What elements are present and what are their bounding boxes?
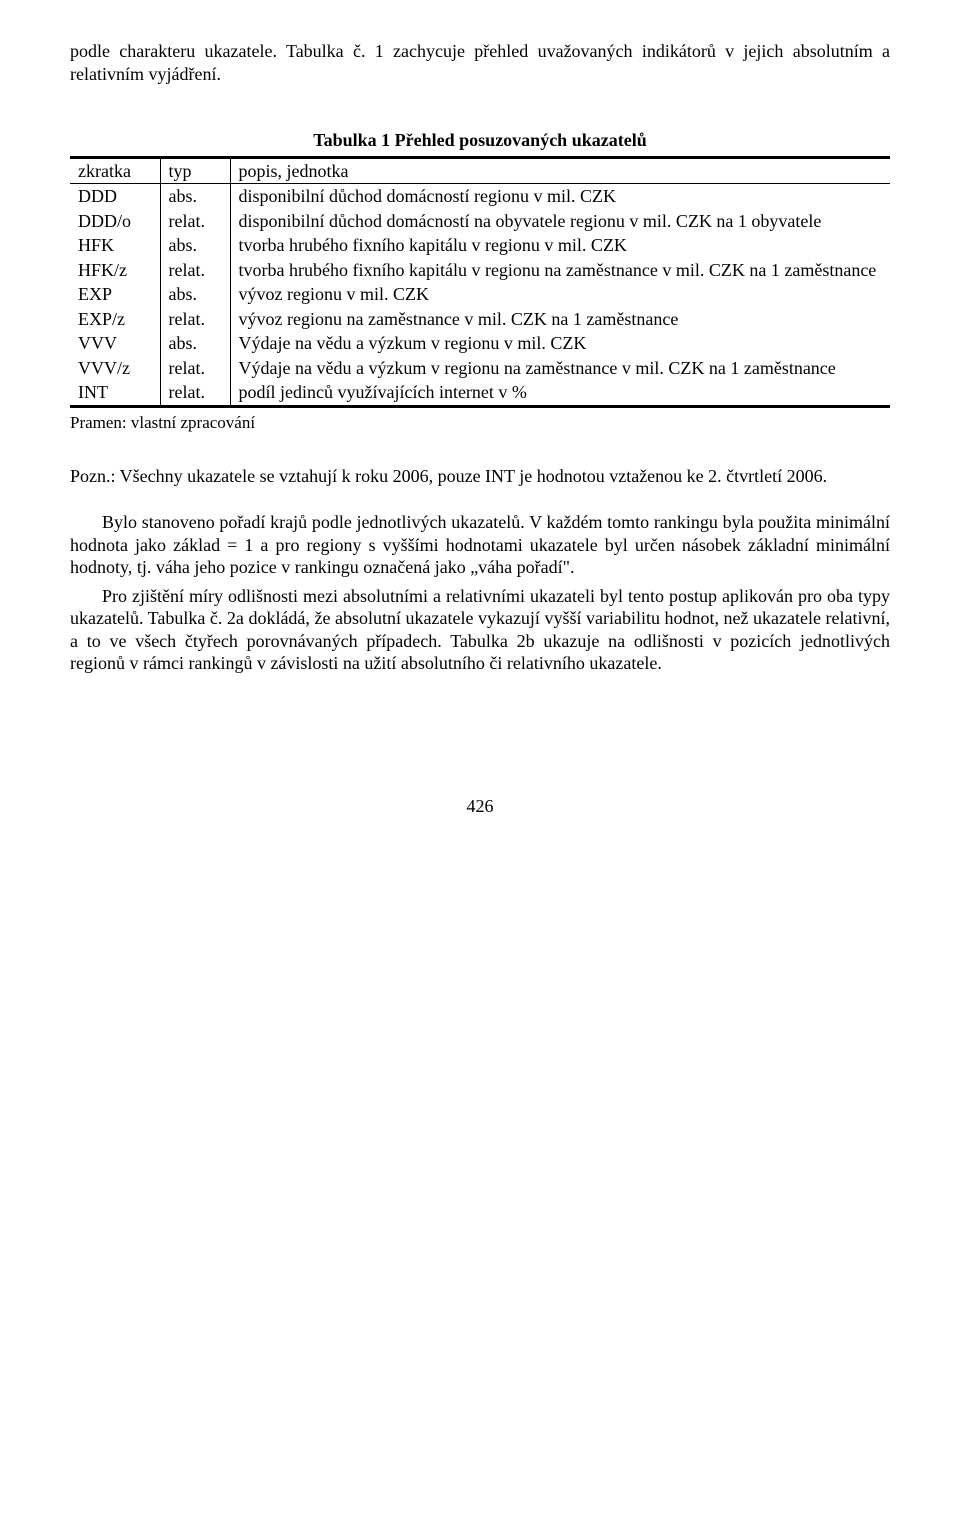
table-row: HFK abs. tvorba hrubého fixního kapitálu… [70,233,890,258]
table-row: HFK/z relat. tvorba hrubého fixního kapi… [70,258,890,283]
td-zkratka: VVV [70,331,160,356]
td-popis: Výdaje na vědu a výzkum v regionu na zam… [230,356,890,381]
td-zkratka: VVV/z [70,356,160,381]
th-popis: popis, jednotka [230,159,890,184]
td-typ: abs. [160,233,230,258]
td-zkratka: DDD [70,184,160,209]
th-typ: typ [160,159,230,184]
note-paragraph: Pozn.: Všechny ukazatele se vztahují k r… [70,465,890,488]
table-row: EXP/z relat. vývoz regionu na zaměstnanc… [70,307,890,332]
td-zkratka: HFK/z [70,258,160,283]
td-popis: disponibilní důchod domácností regionu v… [230,184,890,209]
table-row: VVV abs. Výdaje na vědu a výzkum v regio… [70,331,890,356]
table-row: DDD/o relat. disponibilní důchod domácno… [70,209,890,234]
table-box: zkratka typ popis, jednotka DDD abs. dis… [70,156,890,408]
intro-paragraph: podle charakteru ukazatele. Tabulka č. 1… [70,40,890,85]
spacer [70,433,890,465]
td-popis: Výdaje na vědu a výzkum v regionu v mil.… [230,331,890,356]
body-paragraph-2: Pro zjištění míry odlišnosti mezi absolu… [70,585,890,675]
td-popis: vývoz regionu v mil. CZK [230,282,890,307]
td-popis: podíl jedinců využívajících internet v % [230,380,890,405]
th-zkratka: zkratka [70,159,160,184]
table-row: EXP abs. vývoz regionu v mil. CZK [70,282,890,307]
spacer [70,493,890,511]
table-source: Pramen: vlastní zpracování [70,412,890,433]
td-typ: relat. [160,258,230,283]
td-typ: relat. [160,356,230,381]
td-typ: relat. [160,380,230,405]
td-zkratka: EXP [70,282,160,307]
td-typ: relat. [160,209,230,234]
td-popis: tvorba hrubého fixního kapitálu v region… [230,233,890,258]
spacer [70,91,890,119]
td-typ: abs. [160,331,230,356]
td-zkratka: DDD/o [70,209,160,234]
page-number: 426 [70,795,890,818]
table-row: INT relat. podíl jedinců využívajících i… [70,380,890,405]
table-title: Tabulka 1 Přehled posuzovaných ukazatelů [70,129,890,152]
td-popis: tvorba hrubého fixního kapitálu v region… [230,258,890,283]
table-row: DDD abs. disponibilní důchod domácností … [70,184,890,209]
table-header-row: zkratka typ popis, jednotka [70,159,890,184]
td-zkratka: INT [70,380,160,405]
td-popis: disponibilní důchod domácností na obyvat… [230,209,890,234]
td-typ: relat. [160,307,230,332]
table-1: zkratka typ popis, jednotka DDD abs. dis… [70,159,890,405]
td-typ: abs. [160,184,230,209]
body-paragraph-1: Bylo stanoveno pořadí krajů podle jednot… [70,511,890,579]
table-row: VVV/z relat. Výdaje na vědu a výzkum v r… [70,356,890,381]
td-zkratka: EXP/z [70,307,160,332]
td-zkratka: HFK [70,233,160,258]
td-typ: abs. [160,282,230,307]
td-popis: vývoz regionu na zaměstnance v mil. CZK … [230,307,890,332]
